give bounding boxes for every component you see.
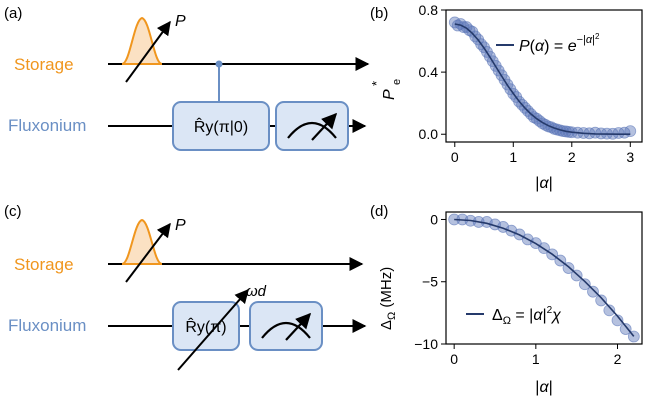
control-dot-a [215, 60, 223, 68]
y-tick-label-d-1: −5 [422, 274, 438, 290]
x-tick-label-b-2: 2 [568, 149, 576, 165]
plot-d-ylabel: ΔΩ (MHz) [378, 267, 398, 330]
panel-b-label: (b) [370, 5, 388, 22]
gate-label-c: R̂y(π) [185, 316, 226, 336]
fluxonium-label-c: Fluxonium [8, 316, 86, 335]
panel-a-label: (a) [4, 5, 22, 22]
meter-needle-a [311, 112, 338, 141]
measure-box-a [275, 101, 349, 151]
plot-d-legend-text: ΔΩ = |α|2χ [492, 305, 561, 327]
y-tick-label-b-2: 0.8 [419, 2, 439, 18]
panel-c-label: (c) [4, 203, 22, 220]
data-point-d [619, 323, 632, 335]
plot-d-xlabel: |α| [535, 379, 552, 396]
fit-curve-d [454, 218, 635, 337]
panel-d-label: (d) [370, 203, 388, 220]
y-tick-label-b-0: 0.0 [419, 126, 439, 142]
plot-b-area: 0 1 2 3 0.0 0.4 0.8 [419, 2, 637, 165]
data-point-d [578, 278, 591, 291]
data-point-d [570, 269, 583, 282]
x-tick-label-b-3: 3 [626, 149, 634, 165]
y-tick-label-b-1: 0.4 [419, 64, 439, 80]
gate-label-a: R̂y(π|0) [194, 116, 248, 136]
panel-c-circuit: (c) Storage P Fluxonium R̂y(π) ωd [4, 203, 367, 371]
meter-arc-a [287, 122, 337, 139]
meter-needle-c [285, 312, 312, 341]
plot-b-legend-text: P(α) = e−|α|2 [519, 32, 600, 55]
storage-label-c: Storage [14, 255, 74, 274]
data-point-d [611, 314, 624, 327]
plot-b-xlabel: |α| [535, 175, 552, 192]
x-tick-label-d-2: 2 [614, 351, 622, 367]
meter-arc-c [261, 322, 311, 339]
panel-a-circuit: (a) Storage P Fluxonium R̂y(π|0) [4, 5, 370, 151]
plot-b-ylabel-sub: e [391, 79, 403, 85]
panel-d-plot: (d) 0 1 2 0 −5 −10 ΔΩ (MHz) |α| ΔΩ = |α|2χ [370, 203, 643, 396]
x-tick-label-b-1: 1 [509, 149, 517, 165]
y-tick-label-d-0: 0 [430, 211, 438, 227]
pulse-label-c: P [175, 217, 186, 234]
gate-box-c [172, 301, 240, 351]
storage-label-a: Storage [14, 55, 74, 74]
plot-d-frame [445, 211, 643, 345]
pulse-arrow-c [125, 222, 171, 283]
plot-d-area: 0 1 2 0 −5 −10 [414, 211, 640, 367]
drive-label-c: ωd [246, 283, 267, 300]
plot-b-ylabel-star: * [369, 81, 384, 86]
storage-pulse-a [121, 16, 163, 65]
data-point-d [587, 285, 599, 298]
x-tick-label-d-0: 0 [450, 351, 458, 367]
plot-b-ylabel: P [381, 89, 398, 100]
fit-curve-b [454, 23, 631, 135]
pulse-arrow-a [125, 20, 171, 83]
data-point-d [603, 304, 616, 317]
measure-box-c [249, 301, 323, 351]
pulse-label-a: P [175, 13, 186, 30]
storage-pulse-c [121, 218, 163, 265]
fluxonium-label-a: Fluxonium [8, 116, 86, 135]
x-tick-label-b-0: 0 [451, 149, 459, 165]
panel-b-plot: (b) 0 1 2 3 0.0 0.4 0.8 P * e |α| P(α) = e−|α|… [369, 2, 643, 192]
data-point-d [595, 294, 608, 307]
drive-arrow-c [177, 288, 249, 371]
plot-b-frame [445, 9, 643, 143]
data-point-b [589, 126, 602, 139]
y-tick-label-d-2: −10 [414, 336, 438, 352]
gate-box-a [172, 101, 270, 151]
x-tick-label-d-1: 1 [532, 351, 540, 367]
